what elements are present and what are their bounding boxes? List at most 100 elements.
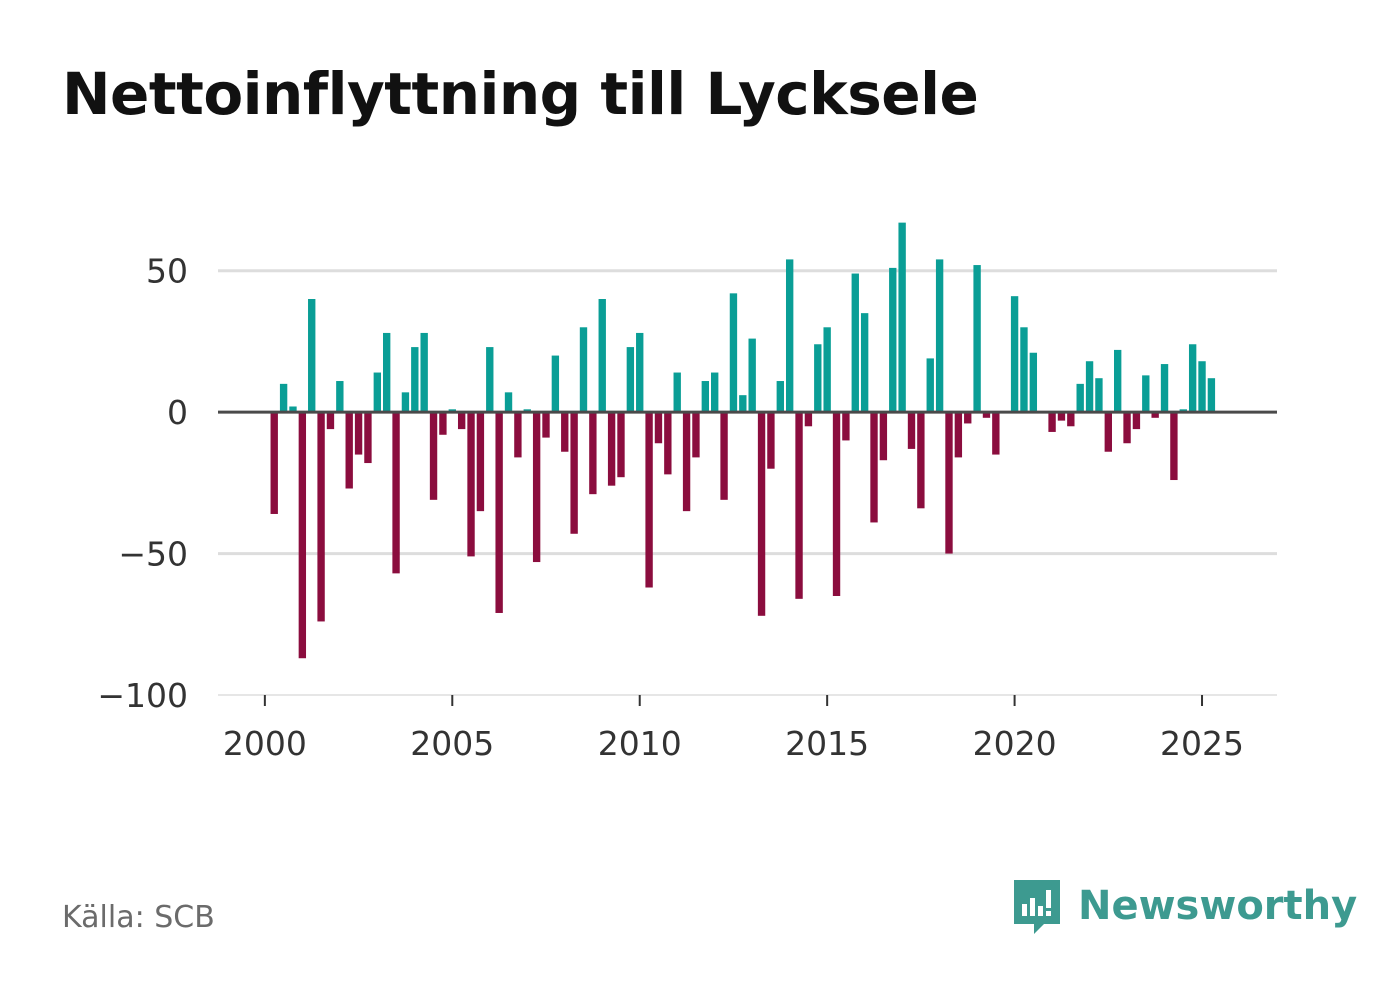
bar: 41 bbox=[1010, 296, 1019, 413]
bar: 24 bbox=[1188, 344, 1197, 413]
bar: -35 bbox=[682, 412, 691, 512]
bar: 52 bbox=[973, 265, 981, 413]
bar: 12 bbox=[1095, 378, 1103, 413]
bar: -27 bbox=[345, 412, 353, 489]
x-tick-label: 2005 bbox=[410, 724, 494, 763]
bar: -13 bbox=[907, 412, 916, 449]
bar: -71 bbox=[495, 412, 503, 613]
bar: 22 bbox=[1114, 349, 1122, 413]
bar: 18 bbox=[1085, 361, 1094, 413]
x-tick-label: 2010 bbox=[598, 724, 682, 763]
bar: 14 bbox=[373, 372, 381, 413]
bar: -20 bbox=[767, 412, 775, 469]
bar: -16 bbox=[514, 412, 522, 458]
x-tick-label: 2020 bbox=[973, 724, 1057, 763]
bar: 26 bbox=[748, 338, 756, 413]
bar: 13 bbox=[1142, 375, 1150, 413]
bar: -36 bbox=[270, 412, 278, 514]
bar: 7 bbox=[504, 392, 513, 413]
bar: -65 bbox=[832, 412, 841, 596]
bar: -43 bbox=[570, 412, 578, 534]
bar: -6 bbox=[326, 412, 335, 430]
bar: -5 bbox=[1067, 412, 1075, 427]
y-tick-label: 50 bbox=[146, 252, 188, 291]
chart-title: Nettoinflyttning till Lycksele bbox=[62, 60, 979, 128]
bar: -11 bbox=[654, 412, 663, 444]
bar: 51 bbox=[889, 267, 897, 413]
bar: -24 bbox=[1170, 412, 1178, 481]
bar: 28 bbox=[636, 332, 644, 413]
bar: -6 bbox=[1132, 412, 1141, 430]
bar: -57 bbox=[392, 412, 400, 574]
bar: -53 bbox=[532, 412, 541, 563]
bar: -9 bbox=[542, 412, 550, 438]
bar: 35 bbox=[860, 313, 869, 413]
bar: -16 bbox=[954, 412, 963, 458]
bar: 23 bbox=[411, 347, 419, 413]
bar: -72 bbox=[757, 412, 766, 616]
x-tick-label: 2015 bbox=[785, 724, 869, 763]
newsworthy-logo-icon bbox=[1014, 880, 1060, 934]
bar: 10 bbox=[1076, 383, 1084, 413]
x-tick-label: 2025 bbox=[1160, 724, 1244, 763]
bar: -16 bbox=[692, 412, 700, 458]
bar: -51 bbox=[467, 412, 475, 557]
bar: -3 bbox=[1057, 412, 1066, 421]
bar: -87 bbox=[298, 412, 307, 659]
bar: 40 bbox=[598, 299, 606, 413]
bar: -5 bbox=[804, 412, 813, 427]
bar: 19 bbox=[926, 358, 934, 413]
bar: 23 bbox=[486, 347, 494, 413]
bar: 12 bbox=[1207, 378, 1216, 413]
bar: -29 bbox=[589, 412, 597, 495]
bar: 49 bbox=[851, 273, 859, 413]
y-tick-label: 0 bbox=[167, 393, 188, 432]
bar: -15 bbox=[354, 412, 363, 455]
bar: 24 bbox=[814, 344, 822, 413]
bar: 54 bbox=[785, 259, 794, 413]
bar: 42 bbox=[729, 293, 738, 413]
brand-name: Newsworthy bbox=[1078, 883, 1358, 929]
bar: -14 bbox=[561, 412, 569, 452]
bar: 11 bbox=[336, 381, 344, 413]
bar: 2 bbox=[289, 406, 297, 413]
bar: 21 bbox=[1029, 352, 1038, 413]
bar: -74 bbox=[317, 412, 325, 622]
bar: 67 bbox=[898, 222, 906, 413]
brand-logo[interactable]: Newsworthy bbox=[1010, 876, 1357, 936]
bar: -15 bbox=[992, 412, 1000, 455]
bar: 28 bbox=[383, 332, 391, 413]
bar: -18 bbox=[364, 412, 372, 464]
bar: 17 bbox=[1160, 364, 1169, 413]
bar: 30 bbox=[1020, 327, 1028, 413]
bar: 54 bbox=[935, 259, 944, 413]
bar: -17 bbox=[879, 412, 888, 461]
bar: -50 bbox=[945, 412, 953, 554]
bar: -11 bbox=[1123, 412, 1131, 444]
bar: -62 bbox=[645, 412, 653, 588]
bar-layer: 0-36102-8740-74-611-27-15-181428-5772328… bbox=[270, 222, 1216, 659]
x-tick-label: 2000 bbox=[223, 724, 307, 763]
bar: -4 bbox=[964, 412, 972, 424]
grid-layer bbox=[218, 269, 1277, 696]
bar: -7 bbox=[1048, 412, 1056, 432]
bar: -34 bbox=[917, 412, 925, 509]
bar: -35 bbox=[476, 412, 485, 512]
bar: -39 bbox=[870, 412, 878, 523]
bar: 10 bbox=[279, 383, 288, 413]
bar: -6 bbox=[457, 412, 466, 430]
bar: -10 bbox=[842, 412, 850, 441]
bar: -2 bbox=[982, 412, 991, 418]
bar: -26 bbox=[607, 412, 616, 486]
bar: 30 bbox=[579, 327, 588, 413]
bar: 30 bbox=[823, 327, 831, 413]
bar: -2 bbox=[1151, 412, 1159, 418]
bar: 11 bbox=[776, 381, 784, 413]
bar: 20 bbox=[551, 355, 560, 413]
bar: 14 bbox=[711, 372, 719, 413]
bar: -66 bbox=[795, 412, 803, 599]
bar: 14 bbox=[673, 372, 681, 413]
bar: 7 bbox=[401, 392, 410, 413]
